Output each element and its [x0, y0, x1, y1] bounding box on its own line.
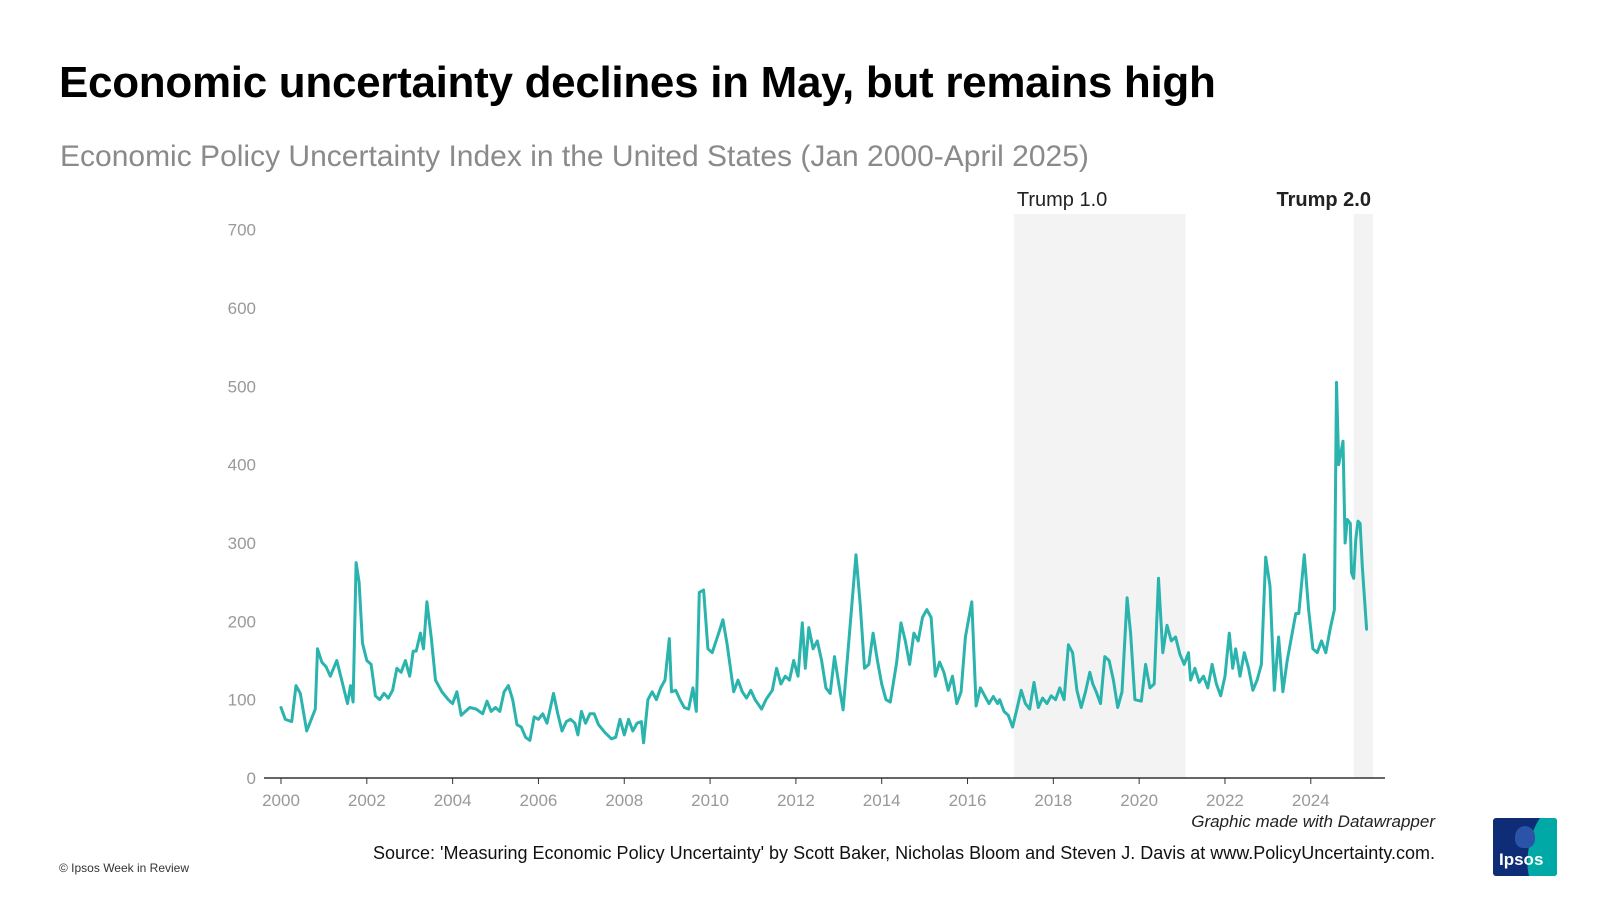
y-tick-label: 500: [228, 377, 256, 396]
shaded-period-label-1: Trump 1.0: [1017, 189, 1107, 211]
x-tick-label: 2022: [1206, 791, 1244, 810]
x-tick-label: 2016: [949, 791, 987, 810]
x-tick-label: 2004: [434, 791, 472, 810]
y-tick-label: 600: [228, 299, 256, 318]
source-note: Source: 'Measuring Economic Policy Uncer…: [373, 843, 1435, 863]
chart-subtitle: Economic Policy Uncertainty Index in the…: [60, 140, 1089, 173]
x-tick-label: 2010: [691, 791, 729, 810]
y-tick-label: 0: [247, 769, 256, 788]
ipsos-logo: Ipsos: [1493, 818, 1557, 876]
logo-wordmark: Ipsos: [1499, 850, 1544, 869]
shaded-period-label-2: Trump 2.0: [1277, 189, 1371, 211]
chart-title: Economic uncertainty declines in May, bu…: [59, 58, 1216, 107]
x-tick-label: 2008: [605, 791, 643, 810]
x-tick-label: 2000: [262, 791, 300, 810]
x-tick-label: 2006: [520, 791, 558, 810]
x-tick-label: 2012: [777, 791, 815, 810]
x-tick-label: 2014: [863, 791, 901, 810]
x-tick-label: 2020: [1120, 791, 1158, 810]
x-tick-label: 2002: [348, 791, 386, 810]
shaded-period-2: [1353, 214, 1373, 778]
y-tick-label: 200: [228, 612, 256, 631]
logo-head-icon: [1515, 826, 1535, 848]
datawrapper-credit: Graphic made with Datawrapper: [1191, 812, 1435, 831]
copyright-note: © Ipsos Week in Review: [59, 861, 190, 875]
x-tick-label: 2024: [1292, 791, 1330, 810]
series-line-1: [279, 380, 1369, 745]
y-tick-label: 400: [228, 456, 256, 475]
shaded-period-1: [1013, 214, 1186, 778]
y-tick-label: 100: [228, 691, 256, 710]
y-tick-label: 700: [228, 221, 256, 240]
x-tick-label: 2018: [1034, 791, 1072, 810]
y-tick-label: 300: [228, 534, 256, 553]
